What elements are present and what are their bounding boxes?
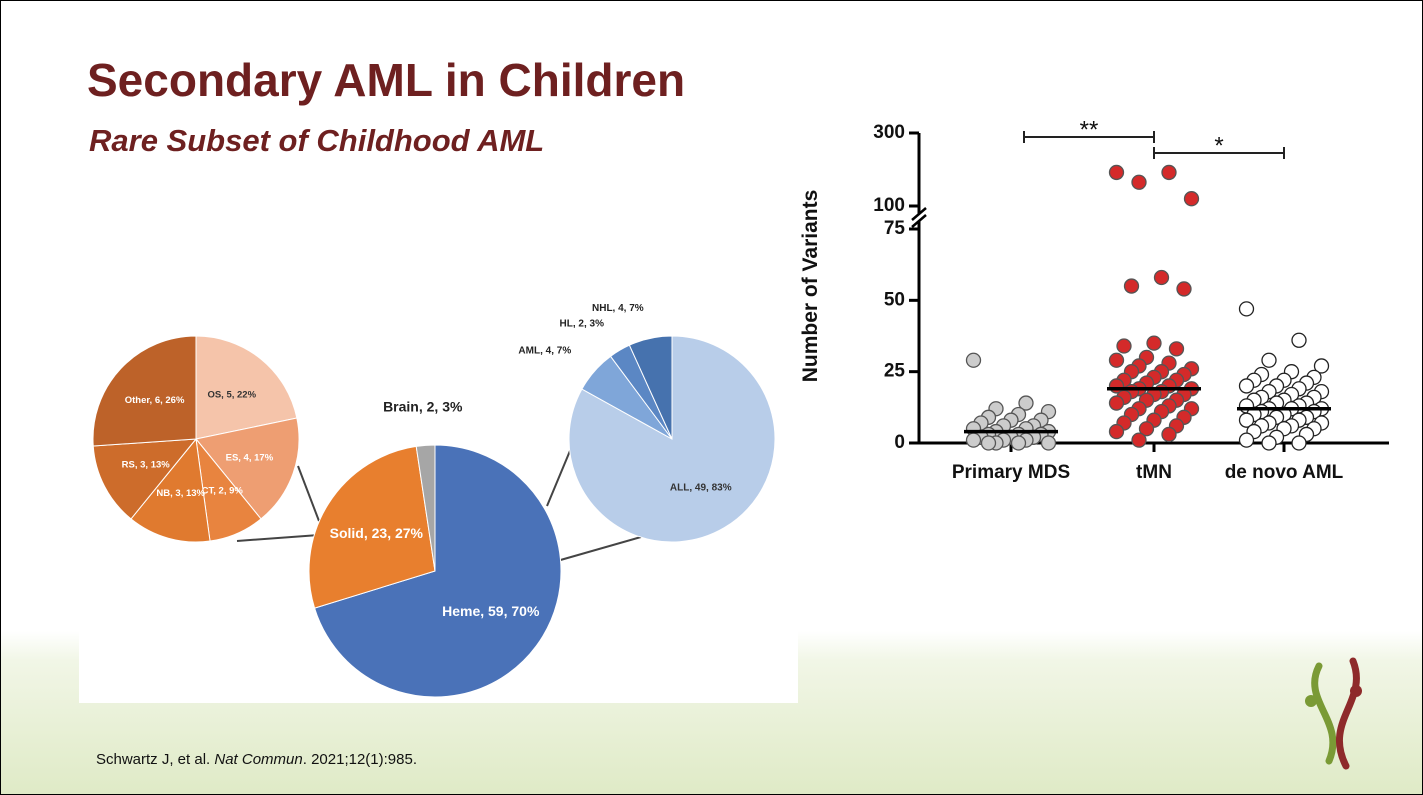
significance-label: **: [1080, 116, 1099, 143]
logo-strand: [1311, 662, 1337, 765]
y-tick-label: 0: [894, 432, 905, 453]
pie-slice: [195, 417, 300, 520]
pie-slice: [195, 335, 298, 440]
data-point: [1161, 164, 1177, 181]
data-point: [1116, 338, 1132, 354]
data-point: [1176, 281, 1192, 297]
pie-slice: [92, 438, 198, 520]
logo-dot: [1305, 695, 1317, 707]
citation-details: . 2021;12(1):985.: [302, 751, 417, 768]
data-point: [1131, 174, 1147, 190]
pie-label: ES, 4, 17%: [226, 452, 274, 463]
data-point: [1018, 395, 1034, 411]
data-point: [1108, 423, 1125, 440]
pie-label: OS, 5, 22%: [207, 390, 256, 401]
x-tick-label: Primary MDS: [951, 462, 1071, 483]
y-tick-label: 50: [884, 289, 905, 310]
pie-slice: [628, 335, 673, 440]
pie-slice: [568, 335, 776, 543]
data-point: [1108, 395, 1125, 411]
data-point: [1010, 435, 1027, 451]
data-point: [1153, 269, 1170, 286]
data-point: [1238, 412, 1255, 428]
data-point: [1108, 352, 1125, 368]
pie-slice: [415, 444, 436, 572]
slide-subtitle: Rare Subset of Childhood AML: [89, 123, 545, 158]
data-point: [980, 435, 997, 451]
data-point: [1261, 352, 1277, 368]
logo: [1305, 657, 1362, 770]
pie-label: HL, 2, 3%: [560, 318, 605, 329]
citation-journal: Nat Commun: [214, 751, 303, 768]
significance-label: *: [1214, 132, 1223, 159]
citation-authors: Schwartz J, et al.: [96, 751, 215, 768]
data-point: [1291, 332, 1307, 348]
data-point: [1238, 432, 1255, 448]
slide-title: Secondary AML in Children: [87, 54, 686, 106]
data-point: [1261, 435, 1277, 451]
pie-label: Brain, 2, 3%: [383, 398, 463, 414]
pie-slice: [92, 335, 197, 447]
pie-slice: [313, 444, 562, 698]
data-point: [1183, 191, 1200, 207]
pie-label: GCT, 2, 9%: [194, 485, 243, 496]
y-tick-label: 25: [884, 361, 906, 382]
logo-dot: [1350, 685, 1362, 697]
data-point: [1168, 341, 1185, 357]
data-point: [1313, 358, 1330, 374]
citation: Schwartz J, et al. Nat Commun. 2021;12(1…: [96, 751, 417, 768]
data-point: [1161, 426, 1177, 443]
data-point: [1040, 435, 1057, 451]
y-axis-label: Number of Variants: [799, 189, 822, 383]
data-point: [1138, 421, 1155, 437]
axis-break: [911, 207, 927, 221]
pie-label: NB, 3, 13%: [156, 488, 205, 499]
connector: [236, 534, 320, 542]
connector: [556, 536, 642, 562]
y-tick-label: 300: [873, 122, 905, 143]
pie-label: ALL, 49, 83%: [670, 482, 732, 493]
connector: [297, 465, 320, 522]
data-point: [1238, 378, 1255, 394]
connector: [546, 445, 573, 507]
pie-label: AML, 4, 7%: [518, 345, 571, 356]
pie-slice: [308, 445, 436, 609]
logo-strand: [1336, 657, 1360, 770]
data-point: [965, 352, 982, 368]
data-point: [965, 432, 982, 448]
pie-label: NHL, 4, 7%: [592, 303, 644, 314]
data-point: [1238, 301, 1255, 317]
y-tick-label: 100: [873, 195, 905, 216]
pie-label: Other, 6, 26%: [125, 395, 185, 406]
pie-slice: [130, 437, 211, 543]
data-point: [1131, 432, 1147, 448]
x-tick-label: tMN: [1136, 462, 1172, 483]
y-tick-label: 75: [884, 218, 906, 239]
pie-label: RS, 3, 13%: [122, 460, 171, 471]
data-point: [1146, 335, 1162, 351]
data-point: [1123, 278, 1140, 294]
data-point: [1108, 164, 1125, 181]
data-point: [1291, 435, 1307, 451]
axis-break: [911, 214, 927, 228]
pie-label: Heme, 59, 70%: [442, 603, 540, 619]
pie-label: Solid, 23, 27%: [330, 525, 424, 541]
x-tick-label: de novo AML: [1224, 462, 1344, 483]
